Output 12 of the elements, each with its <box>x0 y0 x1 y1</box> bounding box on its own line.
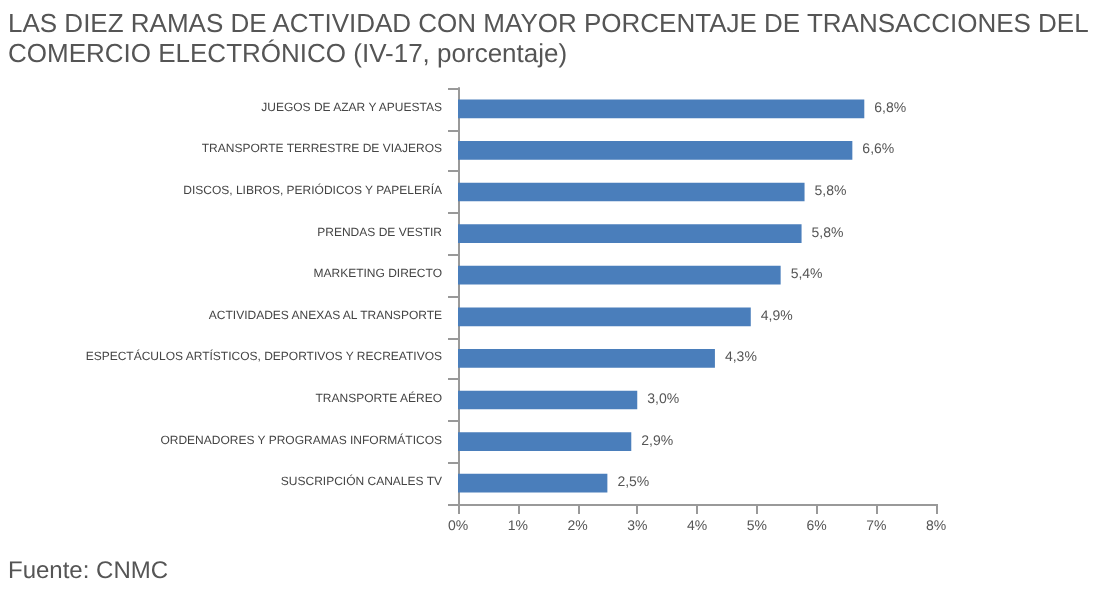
bar <box>458 99 865 119</box>
bar <box>458 432 632 451</box>
chart-title: LAS DIEZ RAMAS DE ACTIVIDAD CON MAYOR PORCENTAJE DE TRANSACCIONES DEL COMERCIO ELECTRÓNICO (IV-17, porcentaje) <box>8 8 1090 68</box>
bar <box>458 307 751 327</box>
bar <box>458 265 781 285</box>
source-note: Fuente: CNMC <box>8 556 169 584</box>
bar <box>458 473 608 493</box>
bar <box>458 349 715 368</box>
bar <box>458 182 805 202</box>
bar <box>458 224 802 243</box>
bar <box>458 390 638 410</box>
bar <box>458 141 853 160</box>
